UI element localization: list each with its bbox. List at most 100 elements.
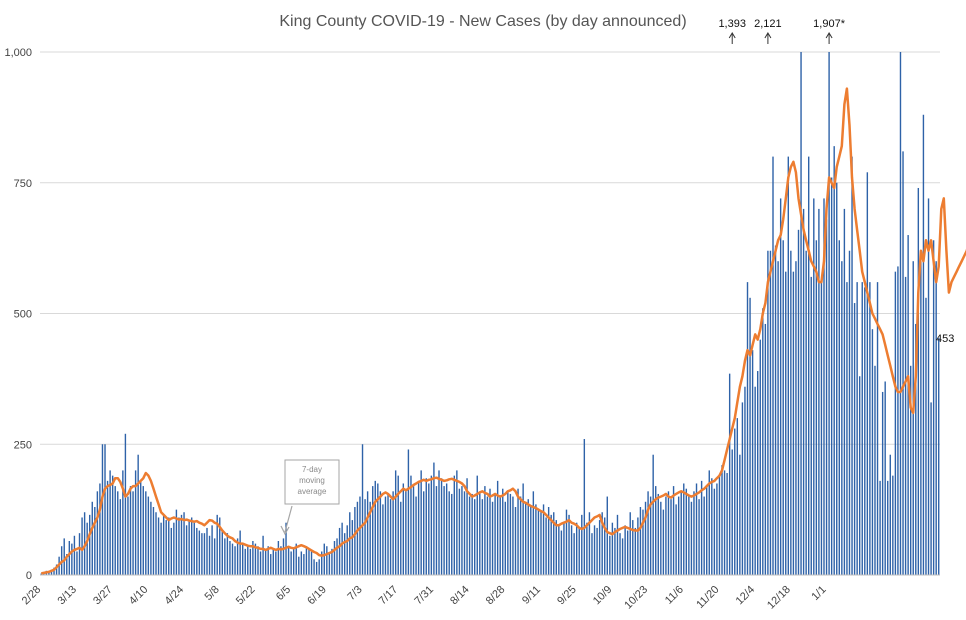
bar xyxy=(466,478,468,575)
moving-average-line-group xyxy=(41,87,966,575)
bar xyxy=(805,250,807,576)
bar xyxy=(779,198,782,575)
bar xyxy=(63,538,65,575)
bar xyxy=(252,541,254,575)
bar xyxy=(257,546,259,575)
bar xyxy=(588,512,591,575)
bar xyxy=(774,245,777,575)
bar xyxy=(777,261,779,575)
bar xyxy=(310,551,313,575)
bar xyxy=(514,507,517,575)
bar xyxy=(504,501,506,575)
x-tick-label: 11/20 xyxy=(694,584,721,611)
bar xyxy=(680,491,682,575)
peak-arrow-head xyxy=(728,32,736,39)
bar xyxy=(649,496,652,575)
bar xyxy=(874,365,876,575)
bar xyxy=(897,266,899,575)
bar xyxy=(468,496,471,575)
bar xyxy=(40,573,42,575)
bar xyxy=(287,546,290,575)
bar xyxy=(723,470,726,575)
bar xyxy=(616,514,619,575)
bar xyxy=(611,522,614,575)
bar xyxy=(201,533,203,575)
bar xyxy=(502,488,504,575)
bar xyxy=(152,507,155,575)
bar xyxy=(731,449,733,575)
x-tick-label: 8/28 xyxy=(484,584,508,608)
bar xyxy=(843,208,846,575)
bar xyxy=(491,501,494,575)
bar xyxy=(825,219,828,576)
bar xyxy=(443,486,445,575)
bar xyxy=(838,240,840,575)
bar xyxy=(124,433,127,575)
bar xyxy=(879,480,881,575)
x-tick-label: 10/23 xyxy=(622,584,650,612)
bar xyxy=(841,261,843,575)
bar xyxy=(211,525,213,575)
bar xyxy=(338,527,341,575)
bar xyxy=(410,475,412,575)
bar xyxy=(481,499,484,575)
bar xyxy=(660,501,662,575)
bar xyxy=(657,493,659,575)
bar xyxy=(609,535,611,575)
bar xyxy=(486,496,489,575)
bar xyxy=(499,496,501,575)
bar xyxy=(379,491,382,575)
bar xyxy=(394,470,397,575)
bar xyxy=(662,509,665,575)
bar xyxy=(137,454,139,575)
bar xyxy=(282,538,285,575)
bar xyxy=(407,449,410,575)
bar xyxy=(853,303,856,575)
y-tick-label: 1,000 xyxy=(4,47,32,59)
y-tick-label: 750 xyxy=(14,178,32,190)
bar xyxy=(254,543,257,575)
bar xyxy=(178,517,180,575)
bar xyxy=(876,282,879,575)
bar xyxy=(795,261,797,575)
bar xyxy=(652,454,654,575)
moving-average-line xyxy=(41,87,966,575)
bar xyxy=(456,470,458,575)
bar xyxy=(601,512,603,575)
bar xyxy=(239,530,241,575)
peak-arrow-head xyxy=(825,32,833,39)
bar xyxy=(494,493,496,575)
bar xyxy=(298,556,300,575)
bar xyxy=(323,543,325,575)
x-tick-label: 2/28 xyxy=(20,584,44,608)
bar xyxy=(553,512,555,575)
bar xyxy=(746,282,749,575)
bar xyxy=(728,373,731,575)
bar xyxy=(565,509,568,575)
bar xyxy=(479,491,481,575)
bar xyxy=(474,499,476,575)
peak-value-label: 2,121 xyxy=(754,18,782,30)
bar xyxy=(932,240,935,575)
bar xyxy=(915,323,917,575)
peak-value-label: 1,393 xyxy=(718,18,746,30)
bar xyxy=(114,486,116,575)
bar xyxy=(861,282,863,575)
bar xyxy=(858,376,861,575)
bar xyxy=(420,470,422,575)
bar xyxy=(451,493,453,575)
bar xyxy=(736,418,739,575)
bar xyxy=(596,527,598,575)
x-tick-label: 7/17 xyxy=(377,584,401,608)
bar xyxy=(749,297,751,575)
bar xyxy=(927,198,930,575)
bar xyxy=(81,517,83,575)
bar xyxy=(106,480,109,575)
x-tick-label: 9/25 xyxy=(555,584,579,608)
bar xyxy=(448,491,450,575)
bar xyxy=(272,548,274,575)
bar xyxy=(570,525,573,575)
bar xyxy=(305,546,308,575)
bar xyxy=(343,533,346,575)
